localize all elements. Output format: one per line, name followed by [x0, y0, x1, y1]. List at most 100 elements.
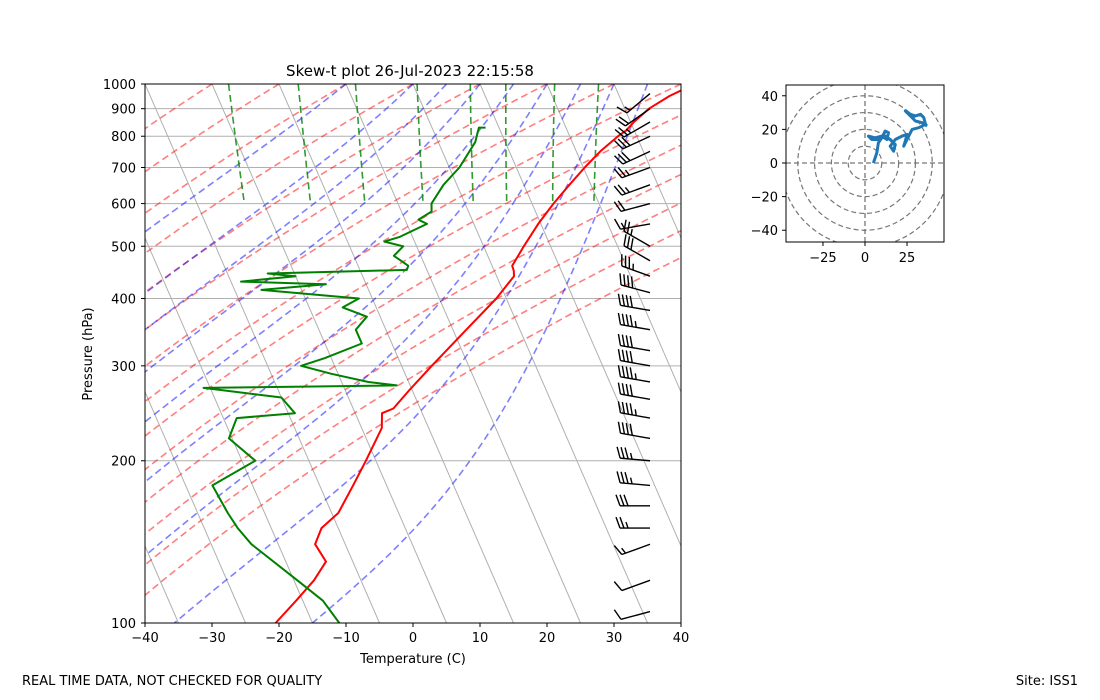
wind-barb: [616, 517, 650, 528]
wind-barb-flag: [620, 517, 624, 528]
wind-barb-flag: [618, 401, 620, 413]
hodograph-x-ticks: −25 0 25: [809, 242, 915, 266]
x-tick-label: 40: [673, 631, 690, 646]
wind-barb-flag: [626, 314, 628, 326]
wind-barb-half-flag: [631, 453, 632, 459]
wind-barb-flag: [622, 366, 624, 378]
wind-barb: [614, 201, 650, 212]
wind-barb-staff: [624, 246, 650, 261]
wind-barb-flag: [624, 234, 626, 246]
quality-disclaimer: REAL TIME DATA, NOT CHECKED FOR QUALITY: [22, 674, 322, 689]
wind-barb-flag: [620, 495, 624, 506]
mixing-ratio-line: [506, 84, 507, 204]
wind-barb-half-flag: [631, 229, 632, 235]
wind-barb-staff: [620, 305, 650, 310]
wind-barb-half-flag: [635, 409, 636, 415]
wind-barb-flag: [622, 383, 624, 395]
dry-adiabat: [0, 84, 413, 623]
wind-barbs: [614, 94, 650, 620]
wind-barb-flag: [618, 313, 620, 325]
wind-barb-half-flag: [635, 373, 636, 379]
wind-barb-half-flag: [631, 478, 632, 484]
y-tick-label: 400: [111, 292, 136, 307]
moist-adiabat: [0, 84, 447, 623]
y-tick-label: 300: [111, 360, 136, 375]
moist-adiabat: [0, 84, 413, 623]
wind-barb-flag: [631, 238, 633, 250]
hodograph: −25 0 25 40200−20−40: [751, 79, 949, 266]
x-axis-label: Temperature (C): [359, 652, 466, 667]
wind-barb-flag: [614, 582, 622, 591]
wind-barb: [618, 334, 650, 351]
moist-adiabats: [0, 84, 647, 623]
isotherm-line: [145, 84, 380, 623]
x-tick-label: −30: [198, 631, 225, 646]
dry-adiabat: [78, 84, 1016, 623]
y-tick-label: 800: [111, 130, 136, 145]
wind-barb: [618, 383, 650, 400]
isobar-gridlines: [145, 84, 681, 623]
wind-barb-flag: [626, 295, 628, 307]
y-tick-label: 100: [111, 617, 136, 632]
wind-barb-flag: [628, 275, 629, 287]
moist-adiabat: [0, 84, 480, 623]
wind-barb-staff: [622, 185, 650, 195]
wind-barb: [618, 294, 650, 311]
x-tick-label: 20: [539, 631, 556, 646]
skewt-title: Skew-t plot 26-Jul-2023 22:15:58: [286, 62, 534, 80]
wind-barb-flag: [630, 315, 632, 327]
wind-barb-flag: [626, 350, 628, 362]
wind-barb-staff: [622, 580, 650, 590]
dry-adiabat: [0, 84, 480, 623]
isotherm-line: [614, 84, 849, 623]
skewt-y-ticks: 1000900800700600500400300200100: [103, 78, 145, 632]
wind-barb-flag: [630, 351, 632, 363]
wind-barb-flag: [622, 314, 624, 326]
wind-barb-flag: [630, 296, 632, 308]
wind-barb: [617, 471, 650, 485]
wind-barb-flag: [632, 276, 633, 288]
dewpoint-trace: [204, 128, 486, 623]
x-tick-label: 0: [409, 631, 417, 646]
wind-barb-flag: [626, 384, 628, 396]
wind-barb: [614, 580, 650, 590]
wind-barb-flag: [618, 422, 620, 434]
hodo-y-tick-label: 20: [761, 123, 778, 138]
wind-barb: [614, 610, 650, 620]
hodo-x-tick-label: 0: [861, 251, 869, 266]
wind-barb-flag: [620, 273, 621, 285]
skewt-x-ticks: −40 −30 −20 −10 0 10 20 30 40: [131, 623, 689, 646]
mixing-ratio-line: [298, 84, 310, 204]
y-tick-label: 700: [111, 161, 136, 176]
dry-adiabat: [8, 84, 882, 623]
skewt-frame: [145, 84, 681, 623]
y-tick-label: 600: [111, 198, 136, 213]
wind-barb-staff: [620, 346, 650, 351]
wind-barb-staff: [621, 204, 650, 212]
isotherm-line: [748, 84, 983, 623]
hodo-y-tick-label: −20: [751, 191, 778, 206]
wind-barb-flag: [621, 472, 624, 483]
wind-barb: [614, 185, 650, 195]
wind-barb: [618, 401, 650, 418]
wind-barb-half-flag: [621, 223, 624, 229]
isotherm-line: [547, 84, 782, 623]
isotherm-line: [346, 84, 581, 623]
wind-barb-flag: [618, 334, 620, 346]
wind-barb-flag: [625, 448, 628, 459]
wind-barb-flag: [617, 471, 620, 482]
wind-barb-flag: [624, 274, 625, 286]
y-tick-label: 900: [111, 103, 136, 118]
isotherm-line: [0, 84, 45, 623]
wind-barb-staff: [622, 544, 650, 554]
wind-barb-flag: [621, 447, 624, 458]
wind-barb-half-flag: [626, 522, 628, 528]
wind-barb: [618, 422, 650, 439]
wind-barb-flag: [630, 336, 632, 348]
wind-barb: [616, 495, 650, 506]
wind-barb-flag: [626, 367, 628, 379]
wind-barb-flag: [618, 383, 620, 395]
wind-barb: [618, 365, 650, 382]
mixing-ratio-line: [553, 84, 555, 204]
skewed-isotherms: [0, 84, 983, 623]
